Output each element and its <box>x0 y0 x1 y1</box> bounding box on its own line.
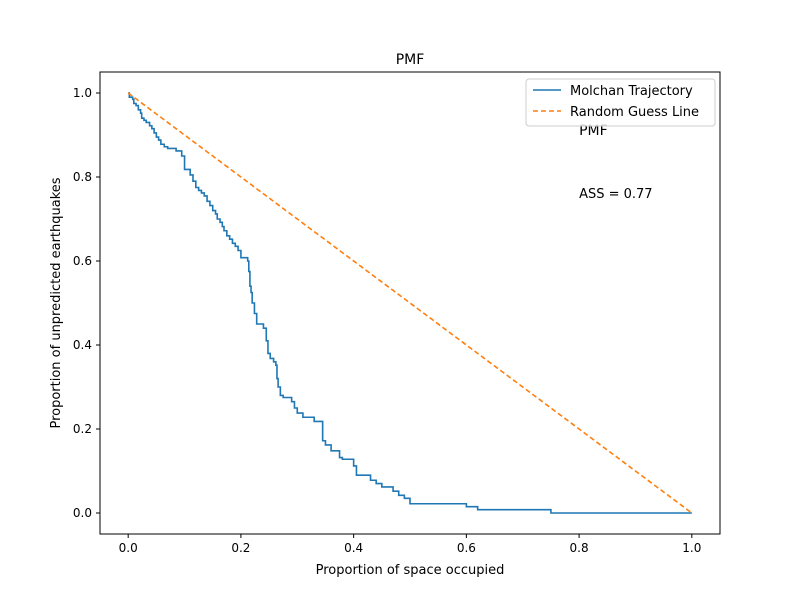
y-tick-label: 0.2 <box>73 422 92 436</box>
x-tick-label: 0.2 <box>231 541 250 555</box>
y-tick-label: 0.6 <box>73 254 92 268</box>
chart-title: PMF <box>396 52 425 68</box>
annotation-ass-score: ASS = 0.77 <box>579 187 653 202</box>
x-axis: 0.0 0.2 0.4 0.6 0.8 1.0 <box>119 534 701 555</box>
x-tick-label: 0.8 <box>570 541 589 555</box>
annotation-layer: PMF ASS = 0.77 <box>579 123 653 202</box>
legend-label-random-guess: Random Guess Line <box>570 105 699 120</box>
y-tick-label: 0.4 <box>73 338 92 352</box>
series-line-random-guess-line <box>127 92 693 514</box>
x-tick-label: 0.4 <box>344 541 363 555</box>
x-tick-label: 0.0 <box>119 541 138 555</box>
y-tick-label: 0.0 <box>73 506 92 520</box>
y-axis-label: Proportion of unpredicted earthquakes <box>49 177 64 428</box>
x-axis-label: Proportion of space occupied <box>316 563 505 578</box>
legend-label-molchan: Molchan Trajectory <box>570 84 693 99</box>
y-tick-label: 0.8 <box>73 170 92 184</box>
legend: Molchan Trajectory Random Guess Line <box>525 78 716 127</box>
legend-frame <box>525 78 716 127</box>
y-axis: 0.0 0.2 0.4 0.6 0.8 1.0 <box>73 86 100 520</box>
x-tick-label: 0.6 <box>457 541 476 555</box>
x-tick-label: 1.0 <box>682 541 701 555</box>
plot-frame <box>99 71 721 535</box>
y-tick-label: 1.0 <box>73 86 92 100</box>
series-layer <box>127 92 693 514</box>
annotation-pmf: PMF <box>579 123 608 139</box>
series-line-molchan-trajectory <box>128 92 692 514</box>
